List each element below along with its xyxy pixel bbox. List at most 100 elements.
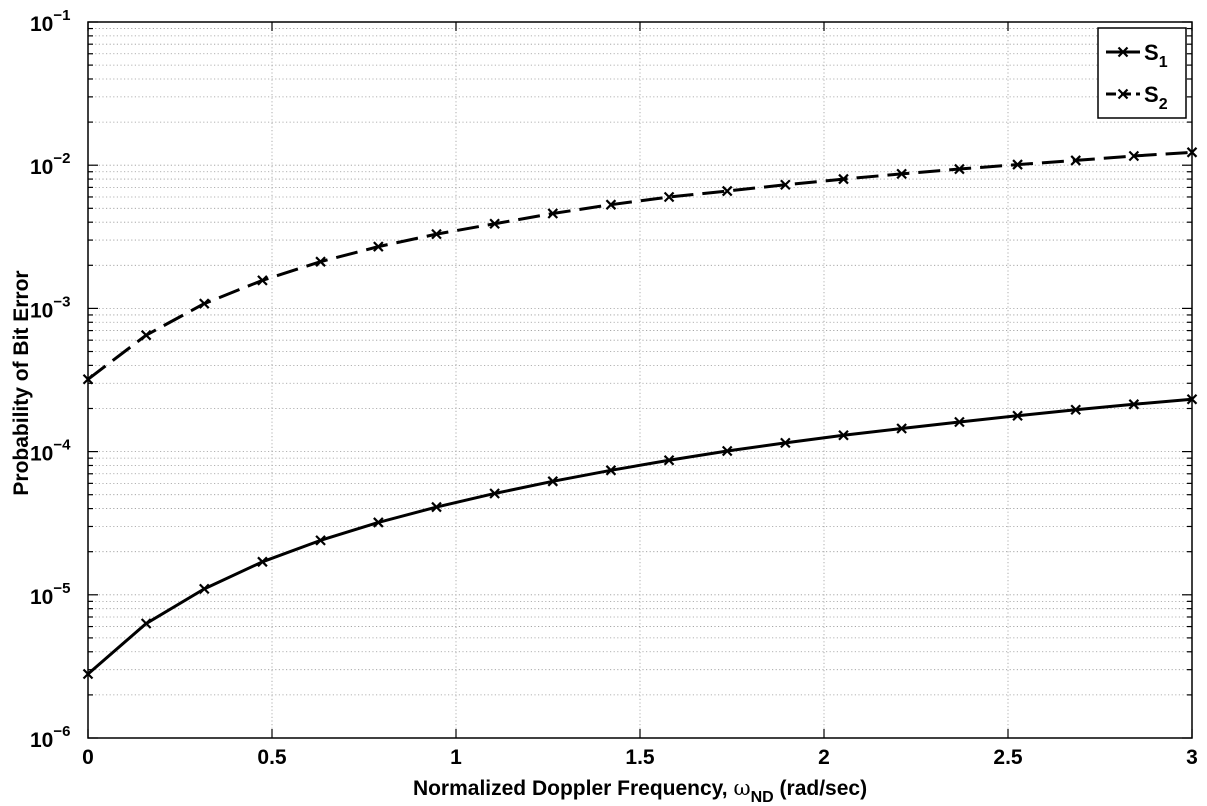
data-point [431,501,442,513]
marker-stroke [489,488,500,499]
marker-stroke [1128,399,1140,410]
marker-stroke [1117,88,1129,100]
data-point [1128,399,1140,410]
data-point [199,298,210,309]
marker-stroke [780,179,791,191]
marker-stroke [257,275,268,286]
x-tick-label: 0 [82,746,94,769]
marker-stroke [605,199,617,210]
marker-stroke [1012,159,1023,170]
ticks [87,21,1193,739]
y-axis-label: Probability of Bit Error [10,270,33,495]
data-point [663,191,675,203]
marker-stroke [199,583,210,595]
y-tick-label: 10−3 [30,293,70,322]
data-point [721,185,733,197]
data-point [140,618,152,629]
marker-stroke [547,208,559,219]
data-point [1070,404,1081,416]
x-tick-label: 0.5 [257,746,287,769]
marker-stroke [721,445,733,457]
marker-stroke [1128,150,1140,162]
data-point [373,517,384,528]
data-point [896,423,907,434]
x-axis-label-sub: ND [751,789,774,806]
legend-entry: S2 [1106,82,1168,113]
series-s2 [82,147,1198,385]
data-point [780,437,791,449]
data-point [547,208,559,219]
x-tick-label: 3 [1186,746,1198,769]
marker-stroke [431,501,442,513]
data-point [780,179,791,191]
y-tick-label-base: 10 [30,156,53,179]
y-tick-label-exponent: −1 [53,7,70,24]
data-point [721,445,733,457]
marker-stroke [838,173,849,185]
series-layer [82,147,1198,680]
y-tick-label: 10−1 [30,7,70,36]
marker-stroke [605,465,617,476]
marker-stroke [1070,404,1081,416]
y-tick-label-exponent: −6 [53,723,70,740]
marker-stroke [954,416,965,428]
data-point [663,454,675,466]
data-point [1012,410,1023,422]
x-tick-label: 1.5 [625,746,655,769]
marker-stroke [315,535,326,546]
legend-entry: S1 [1106,40,1168,71]
legend-label: S2 [1144,82,1168,113]
marker-stroke [1117,46,1129,58]
data-point [954,416,965,428]
data-point [373,241,384,252]
marker-stroke [663,454,675,466]
data-point [489,488,500,499]
data-point [605,465,617,476]
marker-stroke [257,556,268,568]
data-point [1070,155,1081,166]
marker-stroke [140,618,152,629]
marker-stroke [780,437,791,449]
series-line [87,150,1193,381]
x-axis-label: Normalized Doppler Frequency, ωND (rad/s… [413,776,867,806]
data-point [838,173,849,185]
marker-stroke [663,191,675,203]
y-tick-label-exponent: −2 [53,150,70,167]
data-point [896,168,907,180]
y-tick-label-base: 10 [30,443,53,466]
tick-labels: 0 0.5 1 1.5 2 2.5 310−610−510−410−310−210−1 [30,7,1198,769]
series-line [87,397,1193,676]
data-point [605,199,617,210]
marker-stroke [721,185,733,197]
y-tick-label: 10−4 [30,437,71,466]
legend-label: S1 [1144,40,1168,71]
data-point [257,556,268,568]
marker-stroke [431,228,442,240]
legend-label-name: S [1144,82,1159,107]
y-tick-label-base: 10 [30,729,53,752]
data-point [1117,88,1129,100]
marker-stroke [373,517,384,528]
legend-label-sub: 1 [1159,54,1168,71]
marker-stroke [896,168,907,180]
marker-stroke [140,329,152,341]
marker-stroke [896,423,907,434]
series-s1 [82,393,1198,680]
y-tick-label-exponent: −4 [53,437,71,454]
data-point [140,329,152,341]
x-axis-label-unit: (rad/sec) [774,777,867,800]
marker-stroke [954,163,965,175]
x-tick-label: 2.5 [993,746,1023,769]
y-tick-label-exponent: −5 [53,580,70,597]
legend-label-name: S [1144,40,1159,65]
marker-stroke [1012,410,1023,422]
data-point [1012,159,1023,170]
data-point [1128,150,1140,162]
marker-stroke [489,218,500,230]
legend-label-sub: 2 [1159,96,1168,113]
marker-stroke [838,430,849,441]
data-point [315,256,326,267]
x-axis-label-symbol: ω [733,776,750,800]
marker-stroke [315,256,326,267]
